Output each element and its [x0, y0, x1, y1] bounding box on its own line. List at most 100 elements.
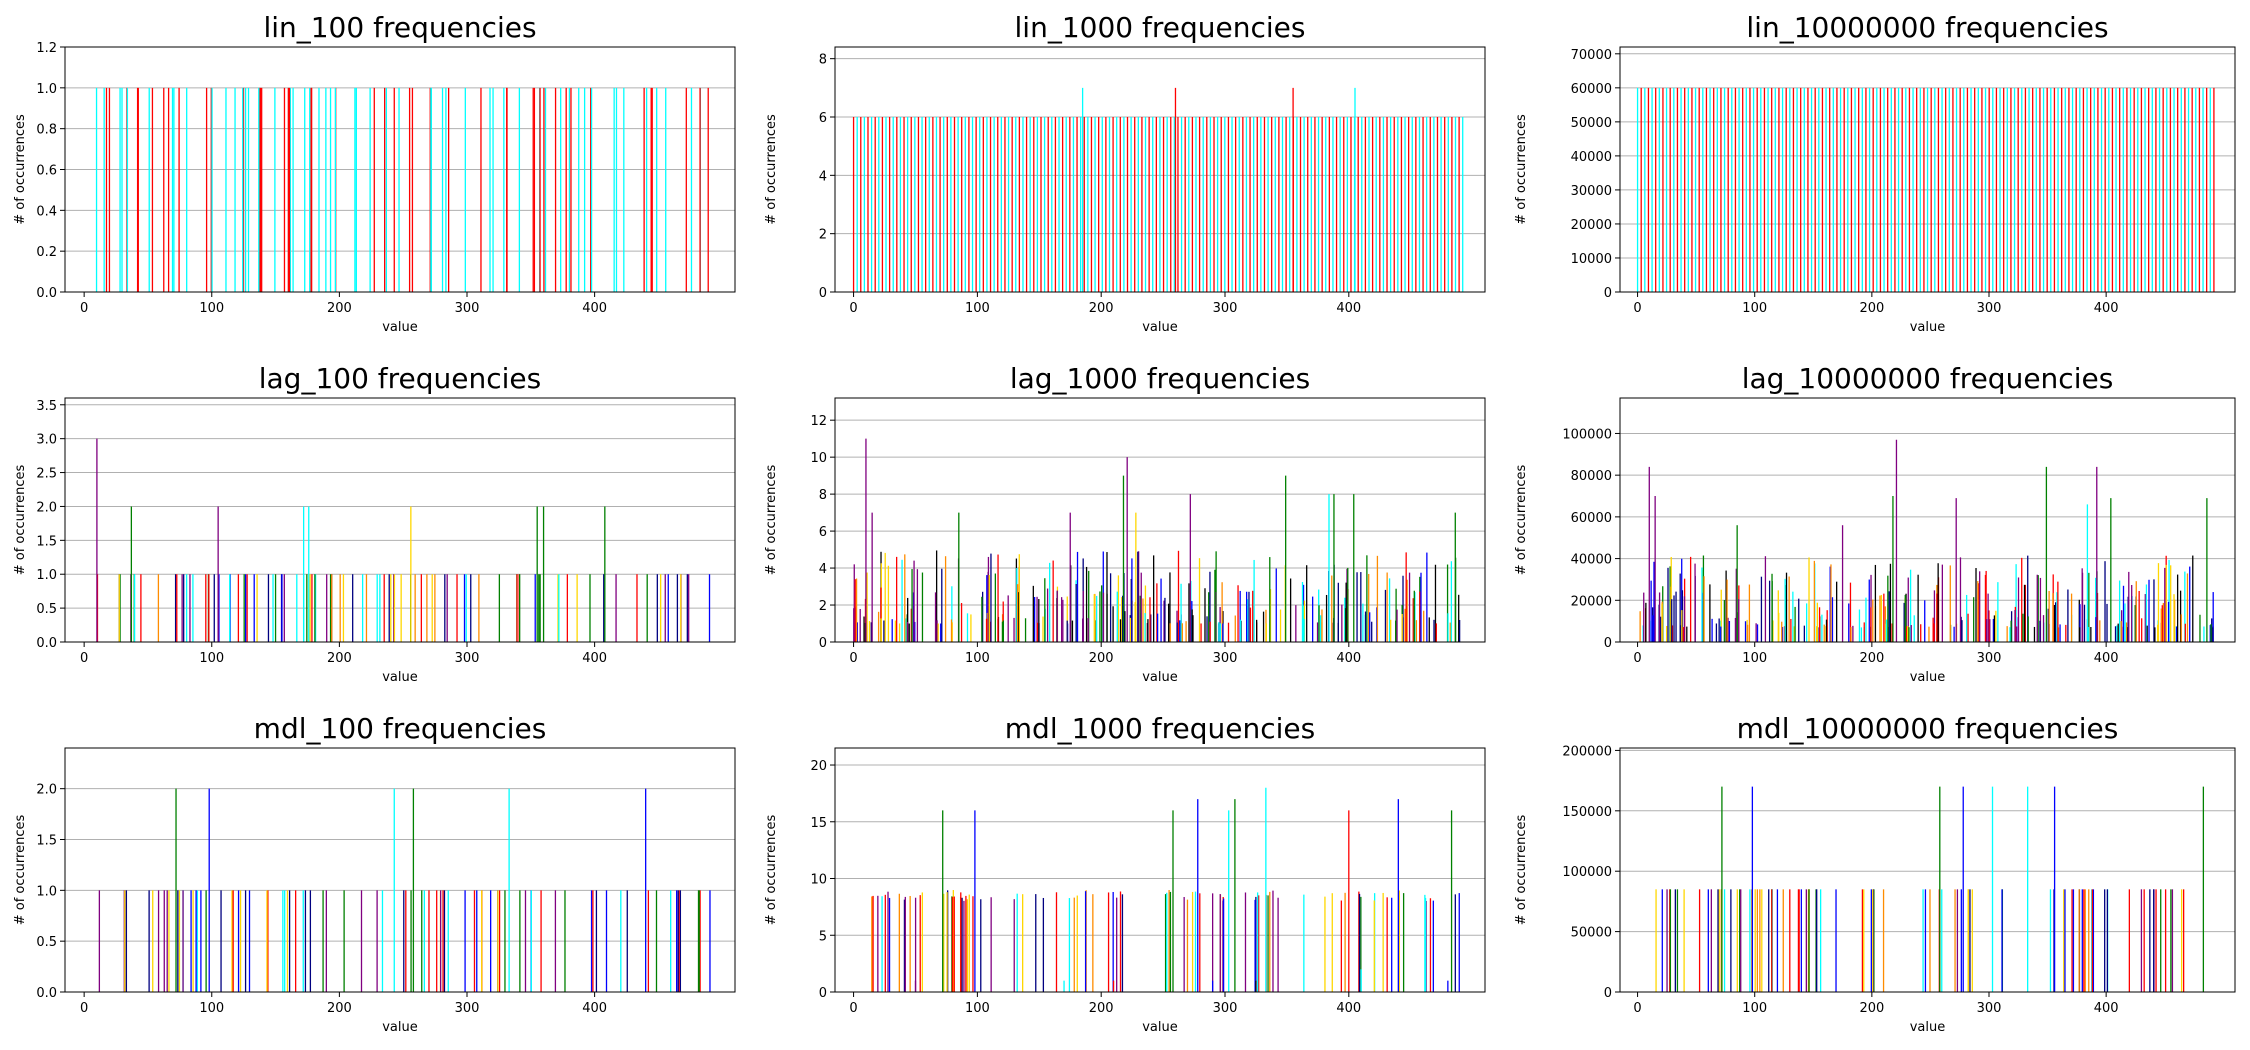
subplot-lin-10000000: lin_10000000 frequencies 010000200003000…	[1514, 11, 2236, 335]
xticks-mdl-100: 0 100 200 300 400	[80, 992, 607, 1016]
ytick-label: 40000	[1571, 553, 1612, 568]
xticks-lag-10000000: 0 100 200 300 400	[1633, 642, 2119, 666]
ytick-label: 200000	[1562, 744, 1612, 759]
xtick-label: 200	[1089, 651, 1114, 666]
yticks-lin-1000: 0 2 4 6 8	[819, 53, 835, 301]
bars-mdl-100	[98, 788, 711, 992]
ytick-label: 0	[1604, 286, 1612, 301]
subplot-lag-100: lag_100 frequencies 0.0 0.5 1.0 1.5 2.0 2.5 3.…	[13, 362, 736, 685]
ytick-label: 50000	[1571, 116, 1612, 131]
xtick-label: 300	[455, 651, 480, 666]
xtick-label: 0	[1633, 1001, 1641, 1016]
xlabel-lag-1000: value	[1142, 670, 1178, 685]
ylabel-lin-1000: # of occurrences	[764, 114, 779, 225]
xtick-label: 200	[1089, 1001, 1114, 1016]
ytick-label: 0.0	[36, 986, 57, 1001]
xticks-lag-100: 0 100 200 300 400	[80, 642, 607, 666]
ytick-label: 40000	[1571, 150, 1612, 165]
xtick-label: 400	[582, 1001, 607, 1016]
ytick-label: 0.0	[36, 286, 57, 301]
yticks-lag-1000: 0 2 4 6 8 10 12	[810, 414, 835, 651]
ytick-label: 100000	[1562, 427, 1612, 442]
bars-lin-100	[95, 87, 709, 292]
xtick-label: 300	[1977, 1001, 2002, 1016]
xtick-label: 300	[1213, 651, 1238, 666]
bars-lin-10000000	[1636, 87, 2215, 292]
grid-mdl-100	[65, 788, 735, 993]
ylabel-mdl-100: # of occurrences	[13, 815, 28, 926]
ytick-label: 2.0	[36, 783, 57, 798]
grid-lag-100	[65, 404, 735, 643]
bars-mdl-1000	[871, 787, 1460, 992]
axes-frame-lag-1000	[834, 397, 1486, 643]
xtick-label: 100	[199, 651, 224, 666]
xtick-label: 400	[1336, 1001, 1361, 1016]
xtick-label: 200	[1859, 301, 1884, 316]
ytick-label: 6	[819, 525, 827, 540]
bars-lag-100	[96, 438, 711, 642]
axes-frame-lag-10000000	[1619, 397, 2236, 643]
ytick-label: 20	[810, 759, 827, 774]
ytick-label: 5	[819, 929, 827, 944]
xtick-label: 400	[582, 651, 607, 666]
xtick-label: 100	[1742, 301, 1767, 316]
subplot-mdl-10000000: mdl_10000000 frequencies 0 50000 100000 150…	[1514, 712, 2236, 1035]
yticks-mdl-10000000: 0 50000 100000 150000 200000	[1562, 744, 1620, 1001]
ytick-label: 150000	[1562, 805, 1612, 820]
ytick-label: 60000	[1571, 511, 1612, 526]
title-mdl-100: mdl_100 frequencies	[254, 712, 547, 745]
xtick-label: 400	[2094, 1001, 2119, 1016]
xtick-label: 100	[965, 651, 990, 666]
ytick-label: 2	[819, 228, 827, 243]
ytick-label: 70000	[1571, 48, 1612, 63]
xtick-label: 100	[1742, 651, 1767, 666]
xtick-label: 200	[1089, 301, 1114, 316]
xtick-label: 200	[327, 651, 352, 666]
xtick-label: 200	[1859, 1001, 1884, 1016]
axes-frame-lin-1000	[834, 46, 1486, 293]
xlabel-lag-10000000: value	[1910, 670, 1946, 685]
axes-frame-lin-10000000	[1619, 46, 2236, 293]
ytick-label: 10	[810, 451, 827, 466]
subplot-lag-10000000: lag_10000000 frequencies 0 20000 40000 6000…	[1514, 362, 2236, 685]
title-lin-100: lin_100 frequencies	[263, 11, 536, 44]
xlabel-mdl-10000000: value	[1910, 1020, 1946, 1035]
title-lag-1000: lag_1000 frequencies	[1010, 362, 1310, 395]
xtick-label: 0	[849, 1001, 857, 1016]
bars-lag-10000000	[1639, 439, 2214, 642]
ytick-label: 30000	[1571, 184, 1612, 199]
xtick-label: 400	[1336, 301, 1361, 316]
xtick-label: 400	[1336, 651, 1361, 666]
yticks-mdl-100: 0.0 0.5 1.0 1.5 2.0	[36, 783, 65, 1001]
subplot-mdl-100: mdl_100 frequencies 0.0 0.5 1.0 1.5 2.0 0 100 2…	[13, 712, 736, 1035]
ytick-label: 0	[819, 286, 827, 301]
ylabel-lag-100: # of occurrences	[13, 465, 28, 576]
ytick-label: 60000	[1571, 82, 1612, 97]
xticks-lin-100: 0 100 200 300 400	[80, 292, 607, 316]
ytick-label: 10	[810, 873, 827, 888]
ytick-label: 8	[819, 488, 827, 503]
title-mdl-1000: mdl_1000 frequencies	[1005, 712, 1315, 745]
ytick-label: 0	[819, 986, 827, 1001]
ylabel-lin-100: # of occurrences	[13, 114, 28, 225]
ytick-label: 0.5	[36, 935, 57, 950]
ytick-label: 2.0	[36, 500, 57, 515]
xtick-label: 0	[80, 1001, 88, 1016]
xlabel-lin-10000000: value	[1910, 320, 1946, 335]
bars-lag-1000	[853, 438, 1461, 642]
ytick-label: 1.0	[36, 82, 57, 97]
ytick-label: 2	[819, 599, 827, 614]
xlabel-lin-100: value	[382, 320, 418, 335]
xticks-lag-1000: 0 100 200 300 400	[849, 642, 1361, 666]
xtick-label: 0	[1633, 651, 1641, 666]
ytick-label: 3.5	[36, 399, 57, 414]
subplot-lag-1000: lag_1000 frequencies 0 2 4 6 8 10 12 0 100 200 300…	[764, 362, 1486, 685]
title-mdl-10000000: mdl_10000000 frequencies	[1737, 712, 2119, 745]
ytick-label: 3.0	[36, 433, 57, 448]
ytick-label: 20000	[1571, 218, 1612, 233]
bars-lin-1000	[852, 87, 1464, 292]
xtick-label: 100	[965, 301, 990, 316]
yticks-lin-100: 0.0 0.2 0.4 0.6 0.8 1.0 1.2	[36, 41, 65, 301]
ytick-label: 0.5	[36, 602, 57, 617]
